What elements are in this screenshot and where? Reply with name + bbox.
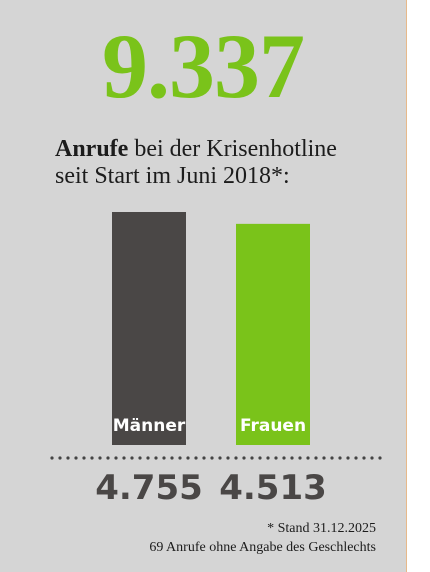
category-label: Frauen	[240, 416, 306, 436]
footnote-date: * Stand 31.12.2025	[267, 521, 376, 536]
footnote: * Stand 31.12.2025 69 Anrufe ohne Angabe…	[149, 519, 376, 557]
headline-bold: Anrufe	[55, 136, 129, 162]
footnote-unassigned: 69 Anrufe ohne Angabe des Geschlechts	[149, 540, 376, 555]
headline: Anrufe bei der Krisenhotline seit Start …	[55, 136, 395, 190]
total-calls-number: 9.337	[102, 15, 305, 117]
headline-rest: bei der Krisenhotline	[128, 136, 337, 162]
headline-line-1: Anrufe bei der Krisenhotline	[55, 136, 395, 163]
category-label: Männer	[113, 416, 186, 436]
value-label: 4.755	[95, 468, 203, 508]
infographic-panel	[0, 0, 406, 572]
value-label: 4.513	[219, 468, 327, 508]
bar-männer	[112, 212, 186, 445]
bar-frauen	[236, 223, 310, 445]
panel-border	[406, 0, 407, 572]
headline-line-2: seit Start im Juni 2018*:	[55, 163, 290, 189]
